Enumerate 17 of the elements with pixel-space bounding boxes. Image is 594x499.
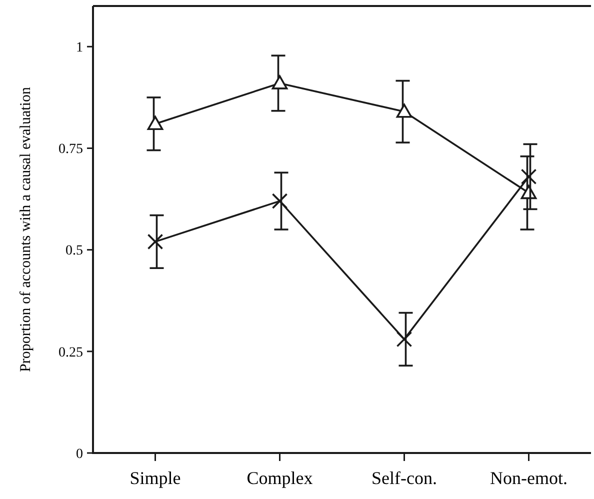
point <box>396 331 412 348</box>
point <box>272 193 288 209</box>
y-tick-label: 0.25 <box>58 345 83 360</box>
point <box>272 75 288 90</box>
y-tick-label: 0 <box>76 446 83 462</box>
y-tick-label: 0.5 <box>66 244 83 259</box>
point <box>147 234 164 250</box>
point <box>520 168 537 185</box>
y-axis-title: Proportion of accounts with a causal evaluation <box>18 86 34 372</box>
y-tick-label: 0.75 <box>58 142 83 158</box>
x-tick-label: Non-emot. <box>490 468 568 488</box>
point <box>147 116 164 130</box>
x-tick-label: Complex <box>246 468 313 488</box>
point <box>396 104 412 118</box>
y-tick-label: 1 <box>76 40 83 56</box>
x-tick-label: Simple <box>130 468 181 488</box>
x-tick-label: Self-con. <box>372 468 437 488</box>
